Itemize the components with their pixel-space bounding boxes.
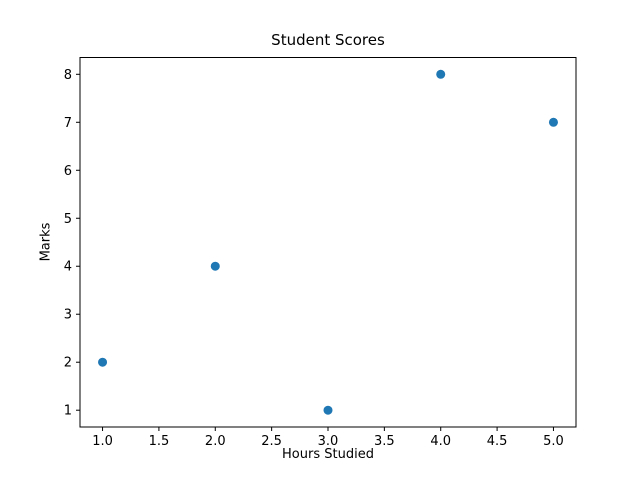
data-point [98, 357, 108, 367]
y-tick-label: 1 [64, 404, 72, 419]
y-tick-label: 3 [64, 308, 72, 323]
data-point [436, 69, 446, 79]
x-axis-label: Hours Studied [282, 447, 374, 462]
x-tick-label: 4.5 [487, 434, 508, 449]
x-tick-label: 5.0 [543, 434, 564, 449]
y-tick-label: 5 [64, 212, 72, 227]
axes-frame [79, 57, 577, 428]
y-tick-label: 4 [64, 260, 72, 275]
x-tick-label: 3.5 [374, 434, 395, 449]
y-tick-label: 7 [64, 116, 72, 131]
chart-title: Student Scores [271, 31, 385, 49]
data-point [210, 261, 220, 271]
y-tick-label: 8 [64, 68, 72, 83]
x-tick-label: 1.5 [149, 434, 170, 449]
data-point [548, 117, 558, 127]
x-tick-label: 1.0 [92, 434, 113, 449]
x-tick-label: 2.0 [205, 434, 226, 449]
data-point [323, 405, 333, 415]
x-tick-label: 2.5 [261, 434, 282, 449]
x-tick-label: 4.0 [430, 434, 451, 449]
y-axis-label: Marks [38, 222, 54, 262]
y-tick-label: 6 [64, 164, 72, 179]
x-tick-label: 3.0 [318, 434, 339, 449]
y-tick-label: 2 [64, 356, 72, 371]
